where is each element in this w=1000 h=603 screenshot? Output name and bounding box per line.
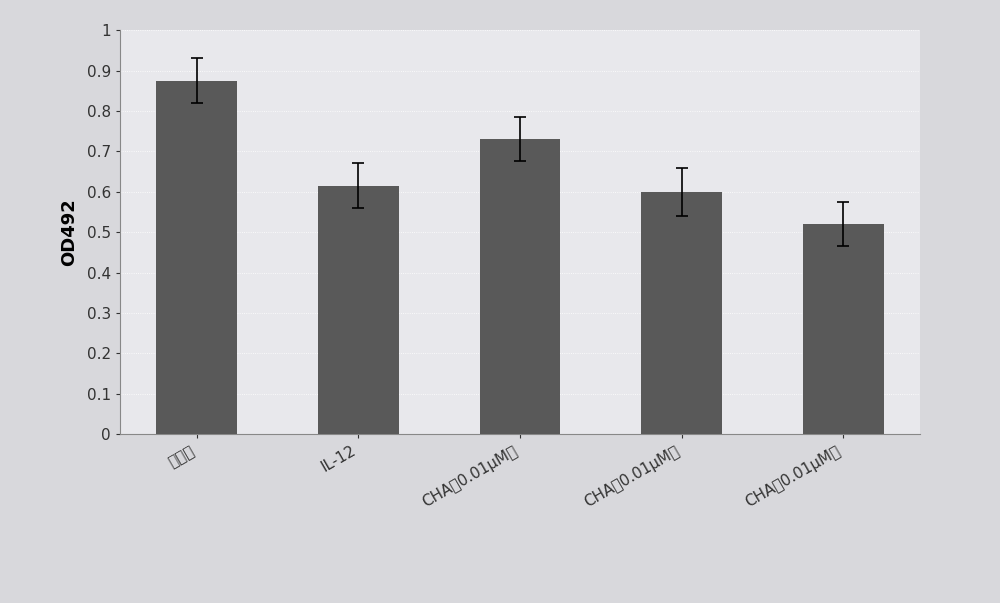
Bar <box>641 192 722 434</box>
Bar <box>803 224 884 434</box>
Bar <box>156 81 237 434</box>
Bar <box>480 139 560 434</box>
Y-axis label: OD492: OD492 <box>60 198 78 266</box>
Bar <box>318 186 399 434</box>
